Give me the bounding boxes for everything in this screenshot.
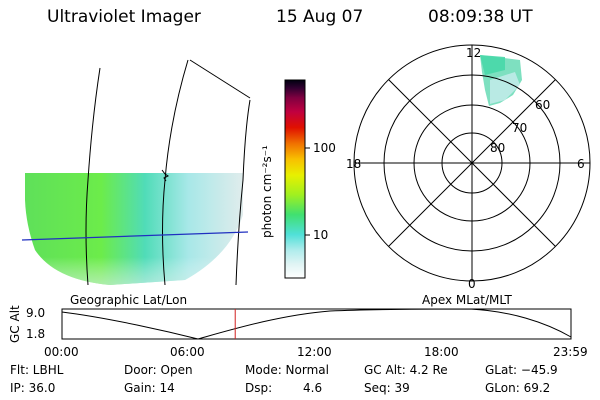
colorbar-tick-10: 10 [313,228,329,242]
info-seq: Seq: 39 [364,381,410,395]
info-filter: Flt: LBHL [10,363,64,377]
timeline-xtick-0600: 06:00 [170,345,205,359]
meridian-line [235,99,251,286]
mlt-label-0: 0 [468,277,476,291]
timeline-xtick-1800: 18:00 [424,345,459,359]
meridian-line [85,67,101,286]
timeline-frame [61,308,572,340]
timeline-xtick-0000: 00:00 [44,345,79,359]
time-label: 08:09:38 UT [428,7,533,27]
instrument-title: Ultraviolet Imager [47,7,201,27]
info-dsp-label: Dsp: [245,381,273,395]
mlat-label-60: 60 [535,98,551,112]
timeline-ytick-1.8: 1.8 [26,327,46,341]
colorbar-gradient [284,79,306,279]
info-glon: GLon: 69.2 [485,381,551,395]
info-ip: IP: 36.0 [10,381,56,395]
mlat-label-80: 80 [490,141,506,155]
colorbar-tick-100: 100 [313,141,336,155]
info-door: Door: Open [124,363,193,377]
mlt-label-18: 18 [346,157,362,171]
mlt-label-12: 12 [466,46,482,60]
info-gc-alt: GC Alt: 4.2 Re [364,363,448,377]
info-gain: Gain: 14 [124,381,175,395]
mlat-label-70: 70 [512,121,528,135]
mlt-label-6: 6 [577,157,585,171]
info-mode: Mode: Normal [245,363,329,377]
polar-panel-label: Apex MLat/MLT [422,293,512,307]
latitude-line [21,231,249,241]
meridian-line [189,59,251,99]
info-glat: GLat: −45.9 [485,363,558,377]
timeline-xtick-1200: 12:00 [297,345,332,359]
timeline-y-label: GC Alt [8,305,22,343]
timeline-ytick-9: 9.0 [26,306,46,320]
coastline [161,169,169,182]
altitude-curve [61,308,572,340]
date-label: 15 Aug 07 [276,7,364,27]
geo-panel-label: Geographic Lat/Lon [70,293,188,307]
timeline-xtick-2359: 23:59 [553,345,588,359]
info-dsp-value: 4.6 [303,381,323,395]
